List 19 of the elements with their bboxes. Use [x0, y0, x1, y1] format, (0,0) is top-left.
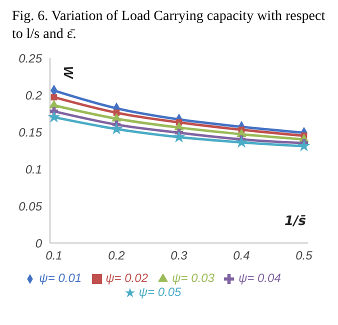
legend-label: ψ= 0.01: [39, 271, 82, 285]
legend-label: ψ= 0.02: [106, 271, 148, 285]
x-tick-label: 0.1: [46, 248, 62, 263]
y-tick-label: 0.1: [25, 162, 42, 176]
y-axis-title: W: [61, 66, 76, 80]
x-tick-label: 0.4: [233, 248, 250, 263]
x-axis-title: 1/s̄: [284, 214, 306, 229]
y-tick-label: 0.25: [18, 51, 42, 66]
legend-label: ψ= 0.04: [238, 271, 281, 285]
chart-title: Fig. 6. Variation of Load Carrying capacity with respect to l/s and ε̄.: [11, 8, 326, 44]
y-tick-label: 0: [35, 236, 42, 250]
y-tick-label: 0.05: [18, 199, 42, 214]
x-tick-label: 0.5: [296, 248, 313, 263]
y-tick-label: 0.15: [18, 125, 42, 140]
y-tick-label: 0.2: [25, 88, 42, 102]
x-tick-label: 0.3: [170, 248, 188, 263]
x-tick-label: 0.2: [108, 248, 126, 263]
legend-label: ψ= 0.05: [138, 285, 182, 299]
legend-label: ψ= 0.03: [172, 271, 214, 285]
